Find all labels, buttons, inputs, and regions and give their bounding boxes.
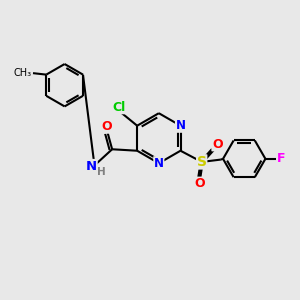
Text: H: H: [98, 167, 106, 177]
Text: N: N: [86, 160, 97, 172]
Text: O: O: [212, 138, 223, 151]
Text: F: F: [277, 152, 285, 165]
Text: N: N: [154, 157, 164, 170]
Text: N: N: [176, 119, 185, 132]
Text: Cl: Cl: [113, 101, 126, 114]
Text: O: O: [194, 177, 205, 190]
Text: CH₃: CH₃: [14, 68, 32, 78]
Text: S: S: [197, 155, 207, 169]
Text: O: O: [101, 120, 112, 133]
